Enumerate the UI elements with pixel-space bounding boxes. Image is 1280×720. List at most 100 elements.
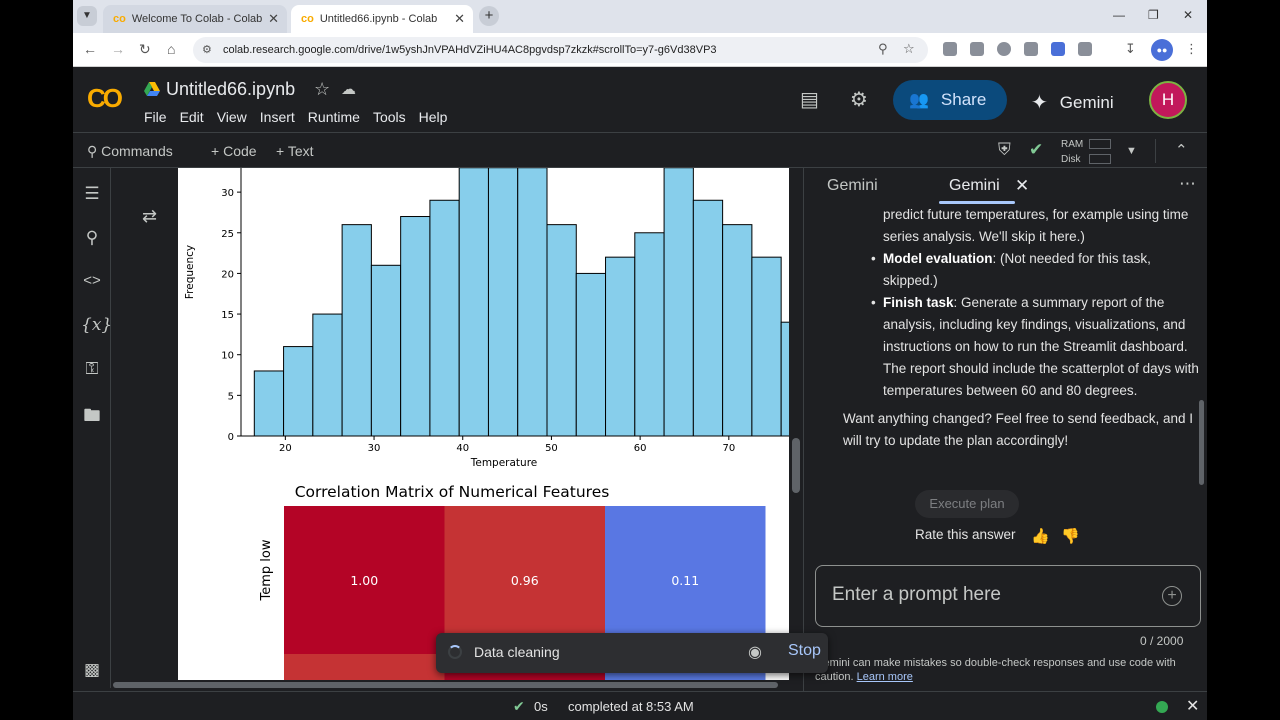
find-replace-icon[interactable]: ⚲ [85,228,99,247]
stop-button[interactable]: Stop [788,642,821,659]
snackbar-label: Data cleaning [474,644,560,660]
window-close-icon[interactable]: ✕ [1183,8,1194,22]
notebook-scrollbar[interactable] [789,168,803,680]
notebook-title[interactable]: Untitled66.ipynb [166,79,296,99]
menu-help[interactable]: Help [418,109,448,125]
user-avatar[interactable]: H [1149,81,1187,119]
collapse-chevron-up-icon[interactable]: ⌃ [1175,142,1188,159]
profile-avatar[interactable]: ●● [1151,39,1173,61]
settings-gear-icon[interactable]: ⚙ [850,89,868,111]
histogram-bar [253,370,285,437]
secrets-key-icon[interactable]: ⚿ [85,359,99,378]
tab-gemini-2[interactable]: Gemini [949,177,1000,194]
thumbs-up-icon[interactable]: 👍 [1031,528,1050,545]
forward-icon[interactable]: → [111,41,125,57]
execution-time[interactable]: 0s [534,699,548,714]
heatmap-cell [444,506,605,654]
prompt-input[interactable]: Enter a prompt here + [815,565,1201,627]
scroll-thumb[interactable] [792,438,800,493]
disclaimer: Gemini can make mistakes so double-check… [815,656,1201,684]
terminal-icon[interactable]: ▩ [83,660,101,679]
back-icon[interactable]: ← [83,41,97,57]
heatmap-cell-label: 0.11 [671,573,699,588]
browser-tab-notebook[interactable]: co Untitled66.ipynb - Colab ✕ [291,5,473,33]
kebab-menu-icon[interactable]: ⋮ [1185,41,1198,56]
comments-icon[interactable]: ▤ [800,89,819,111]
extension-icon[interactable] [943,42,957,56]
success-check-icon: ✔ [513,698,525,714]
add-context-icon[interactable]: + [1162,586,1182,606]
variables-icon[interactable]: {x} [81,315,113,335]
histogram-bar [692,199,724,437]
reload-icon[interactable]: ↻ [139,41,151,57]
close-icon[interactable]: ✕ [1186,698,1200,715]
home-icon[interactable]: ⌂ [167,41,176,57]
eye-icon[interactable]: ◉ [748,644,762,661]
histogram-bar [458,168,489,437]
browser-tab-welcome[interactable]: co Welcome To Colab - Colab ✕ [103,5,287,33]
histogram-bar [605,256,636,437]
heatmap-title: Correlation Matrix of Numerical Features [295,483,610,501]
connected-check-icon[interactable]: ✔ [1029,140,1044,159]
extension-icon[interactable] [1051,42,1065,56]
table-of-contents-icon[interactable]: ☰ [84,184,100,203]
y-tick-label: 20 [221,269,234,280]
output-actions-icon[interactable]: ⇄ [142,206,158,226]
site-info-icon[interactable]: ⚙ [202,44,212,56]
disclaimer-text: Gemini can make mistakes so double-check… [815,657,1176,683]
menu-file[interactable]: File [144,109,167,125]
menu-insert[interactable]: Insert [259,109,295,125]
close-tab-icon[interactable]: ✕ [268,11,279,26]
extensions-puzzle-icon[interactable] [1078,42,1092,56]
add-text-button[interactable]: + Text [276,143,314,159]
minimize-icon[interactable]: — [1113,8,1125,22]
y-axis-label: Frequency [184,245,196,299]
scroll-thumb[interactable] [113,682,778,688]
menu-tools[interactable]: Tools [372,109,406,125]
extension-icon[interactable] [1024,42,1038,56]
histogram-bar [370,264,402,437]
google-drive-icon [144,82,160,96]
share-button[interactable]: 👥 Share [893,80,1007,120]
star-icon[interactable]: ☆ [314,79,331,99]
add-code-button[interactable]: + Code [211,143,257,159]
menu-edit[interactable]: Edit [179,109,204,125]
execute-plan-button[interactable]: Execute plan [915,490,1019,518]
zoom-icon[interactable]: ⚲ [878,41,888,56]
shield-icon[interactable]: ⛨ [998,140,1011,159]
row-label: Temp low [259,539,274,601]
menu-view[interactable]: View [216,109,247,125]
learn-more-link[interactable]: Learn more [856,671,913,683]
address-bar[interactable]: ⚙ colab.research.google.com/drive/1w5ysh… [193,37,928,63]
plan-list: predict future temperatures, for example… [843,204,1201,402]
horizontal-scrollbar[interactable] [113,680,789,690]
menu-runtime[interactable]: Runtime [307,109,360,125]
thumbs-down-icon[interactable]: 👎 [1061,528,1080,545]
gemini-button[interactable]: ✦ Gemini [1031,90,1114,115]
chevron-down-icon[interactable]: ▼ [1126,145,1137,157]
new-tab-icon[interactable]: + [479,6,499,26]
code-snippets-icon[interactable]: <> [83,272,101,289]
close-tab-icon[interactable]: ✕ [1015,176,1030,195]
y-tick-label: 15 [221,310,234,321]
more-options-icon[interactable]: ⋯ [1179,174,1196,193]
status-message[interactable]: completed at 8:53 AM [568,699,694,714]
download-icon[interactable]: ↧ [1125,41,1136,56]
restore-icon[interactable]: ❐ [1148,8,1159,22]
gemini-response: predict future temperatures, for example… [843,204,1201,452]
panel-divider[interactable] [803,168,807,691]
extension-icon[interactable] [970,42,984,56]
tab-search-icon[interactable]: ▼ [77,6,97,26]
temperature-histogram: 20304050607080051015202530TemperatureFre… [184,168,789,469]
resource-monitor[interactable]: RAM Disk [1061,137,1083,167]
panel-scroll-thumb[interactable] [1199,400,1204,485]
x-tick-label: 50 [545,443,558,454]
star-icon[interactable]: ☆ [903,41,915,56]
colab-logo[interactable]: CO [87,83,123,113]
histogram-bar [400,216,431,437]
extension-icon[interactable] [997,42,1011,56]
files-folder-icon[interactable]: 🖿 [83,406,101,425]
tab-gemini-1[interactable]: Gemini [827,177,878,194]
commands-button[interactable]: ⚲ Commands [87,143,173,160]
close-tab-icon[interactable]: ✕ [454,11,465,26]
